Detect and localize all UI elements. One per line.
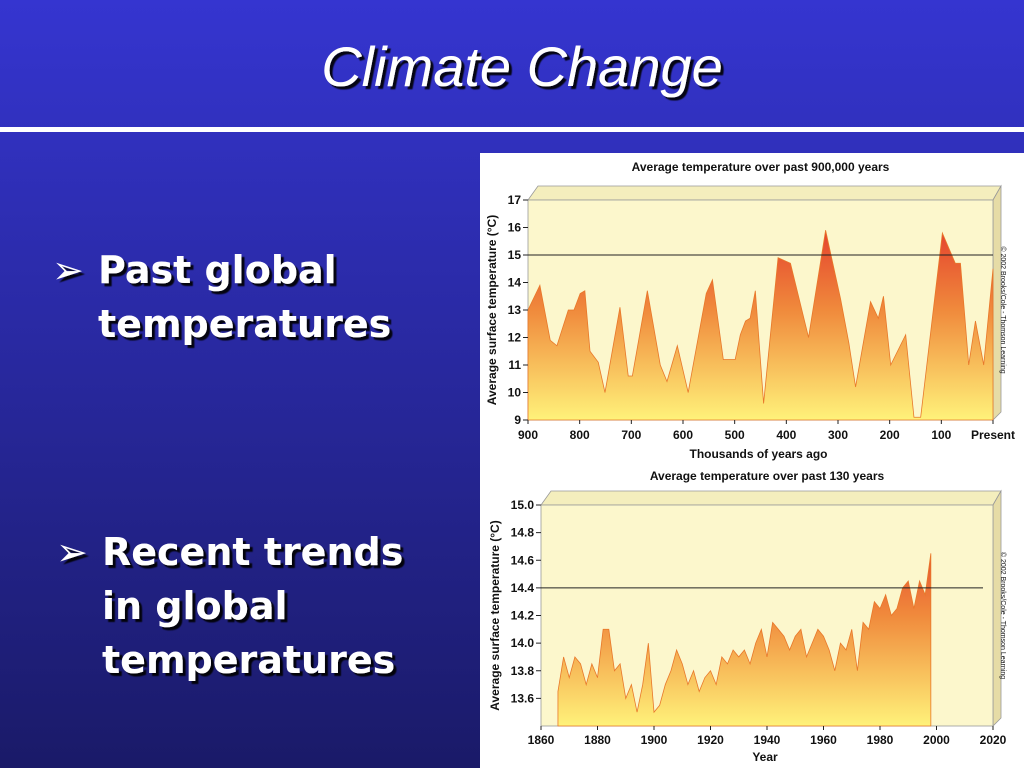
plot-area: [527, 199, 994, 421]
bullet-text: Recent trends: [102, 530, 403, 574]
y-tick-label: 14.6: [511, 553, 535, 567]
x-tick-label: 1900: [641, 733, 668, 747]
x-tick-label: 300: [828, 428, 848, 442]
slide-title: Climate Change: [321, 35, 723, 98]
y-tick-label: 12: [508, 331, 522, 345]
y-axis-label: Average surface temperature (°C): [488, 520, 502, 710]
y-tick-label: 14.0: [511, 636, 535, 650]
x-tick-label: 100: [931, 428, 951, 442]
y-tick-label: 13: [508, 303, 522, 317]
temperature-area: [527, 230, 994, 421]
bullet-text: temperatures: [102, 638, 395, 682]
temperature-area: [557, 553, 932, 727]
x-axis-label: Thousands of years ago: [689, 447, 827, 461]
plot-top: [527, 185, 1002, 201]
x-tick-label: 500: [725, 428, 745, 442]
x-tick-label: 1980: [867, 733, 894, 747]
y-tick-label: 14.8: [511, 526, 535, 540]
y-tick-label: 17: [508, 193, 522, 207]
divider: [0, 127, 1024, 132]
x-tick-label: 2000: [923, 733, 950, 747]
x-tick-label: Present: [971, 428, 1015, 442]
x-tick-label: 700: [621, 428, 641, 442]
y-tick-label: 15.0: [511, 498, 535, 512]
plot-top: [540, 490, 1002, 506]
y-tick-label: 11: [508, 358, 521, 372]
bullet-arrow: ➢: [52, 248, 84, 292]
x-tick-label: 600: [673, 428, 693, 442]
x-tick-label: 1920: [697, 733, 724, 747]
chart-title: Average temperature over past 900,000 ye…: [632, 160, 890, 174]
y-tick-label: 14.4: [511, 581, 535, 595]
y-tick-label: 14.2: [511, 609, 535, 623]
chart-title: Average temperature over past 130 years: [650, 469, 885, 483]
copyright: © 2002 Brooks/Cole - Thomson Learning: [999, 246, 1007, 373]
y-tick-label: 13.8: [511, 664, 535, 678]
bullet-text: Past global: [98, 248, 337, 292]
y-tick-label: 15: [508, 248, 522, 262]
y-tick-label: 9: [514, 413, 521, 427]
x-tick-label: 1960: [810, 733, 837, 747]
x-tick-label: 400: [776, 428, 796, 442]
x-tick-label: 1880: [584, 733, 611, 747]
y-tick-label: 13.6: [511, 691, 535, 705]
x-tick-label: 900: [518, 428, 538, 442]
y-axis-label: Average surface temperature (°C): [485, 215, 499, 405]
x-axis-label: Year: [752, 750, 778, 764]
bullet-arrow: ➢: [56, 530, 88, 574]
copyright: © 2002 Brooks/Cole - Thomson Learning: [999, 552, 1007, 679]
y-tick-label: 14: [508, 276, 522, 290]
bullet-text: in global: [102, 584, 288, 628]
x-tick-label: 2020: [980, 733, 1007, 747]
x-tick-label: 200: [880, 428, 900, 442]
x-tick-label: 1940: [754, 733, 781, 747]
x-tick-label: 800: [570, 428, 590, 442]
bullet-text: temperatures: [98, 302, 391, 346]
y-tick-label: 16: [508, 221, 522, 235]
y-tick-label: 10: [508, 386, 522, 400]
x-tick-label: 1860: [528, 733, 555, 747]
